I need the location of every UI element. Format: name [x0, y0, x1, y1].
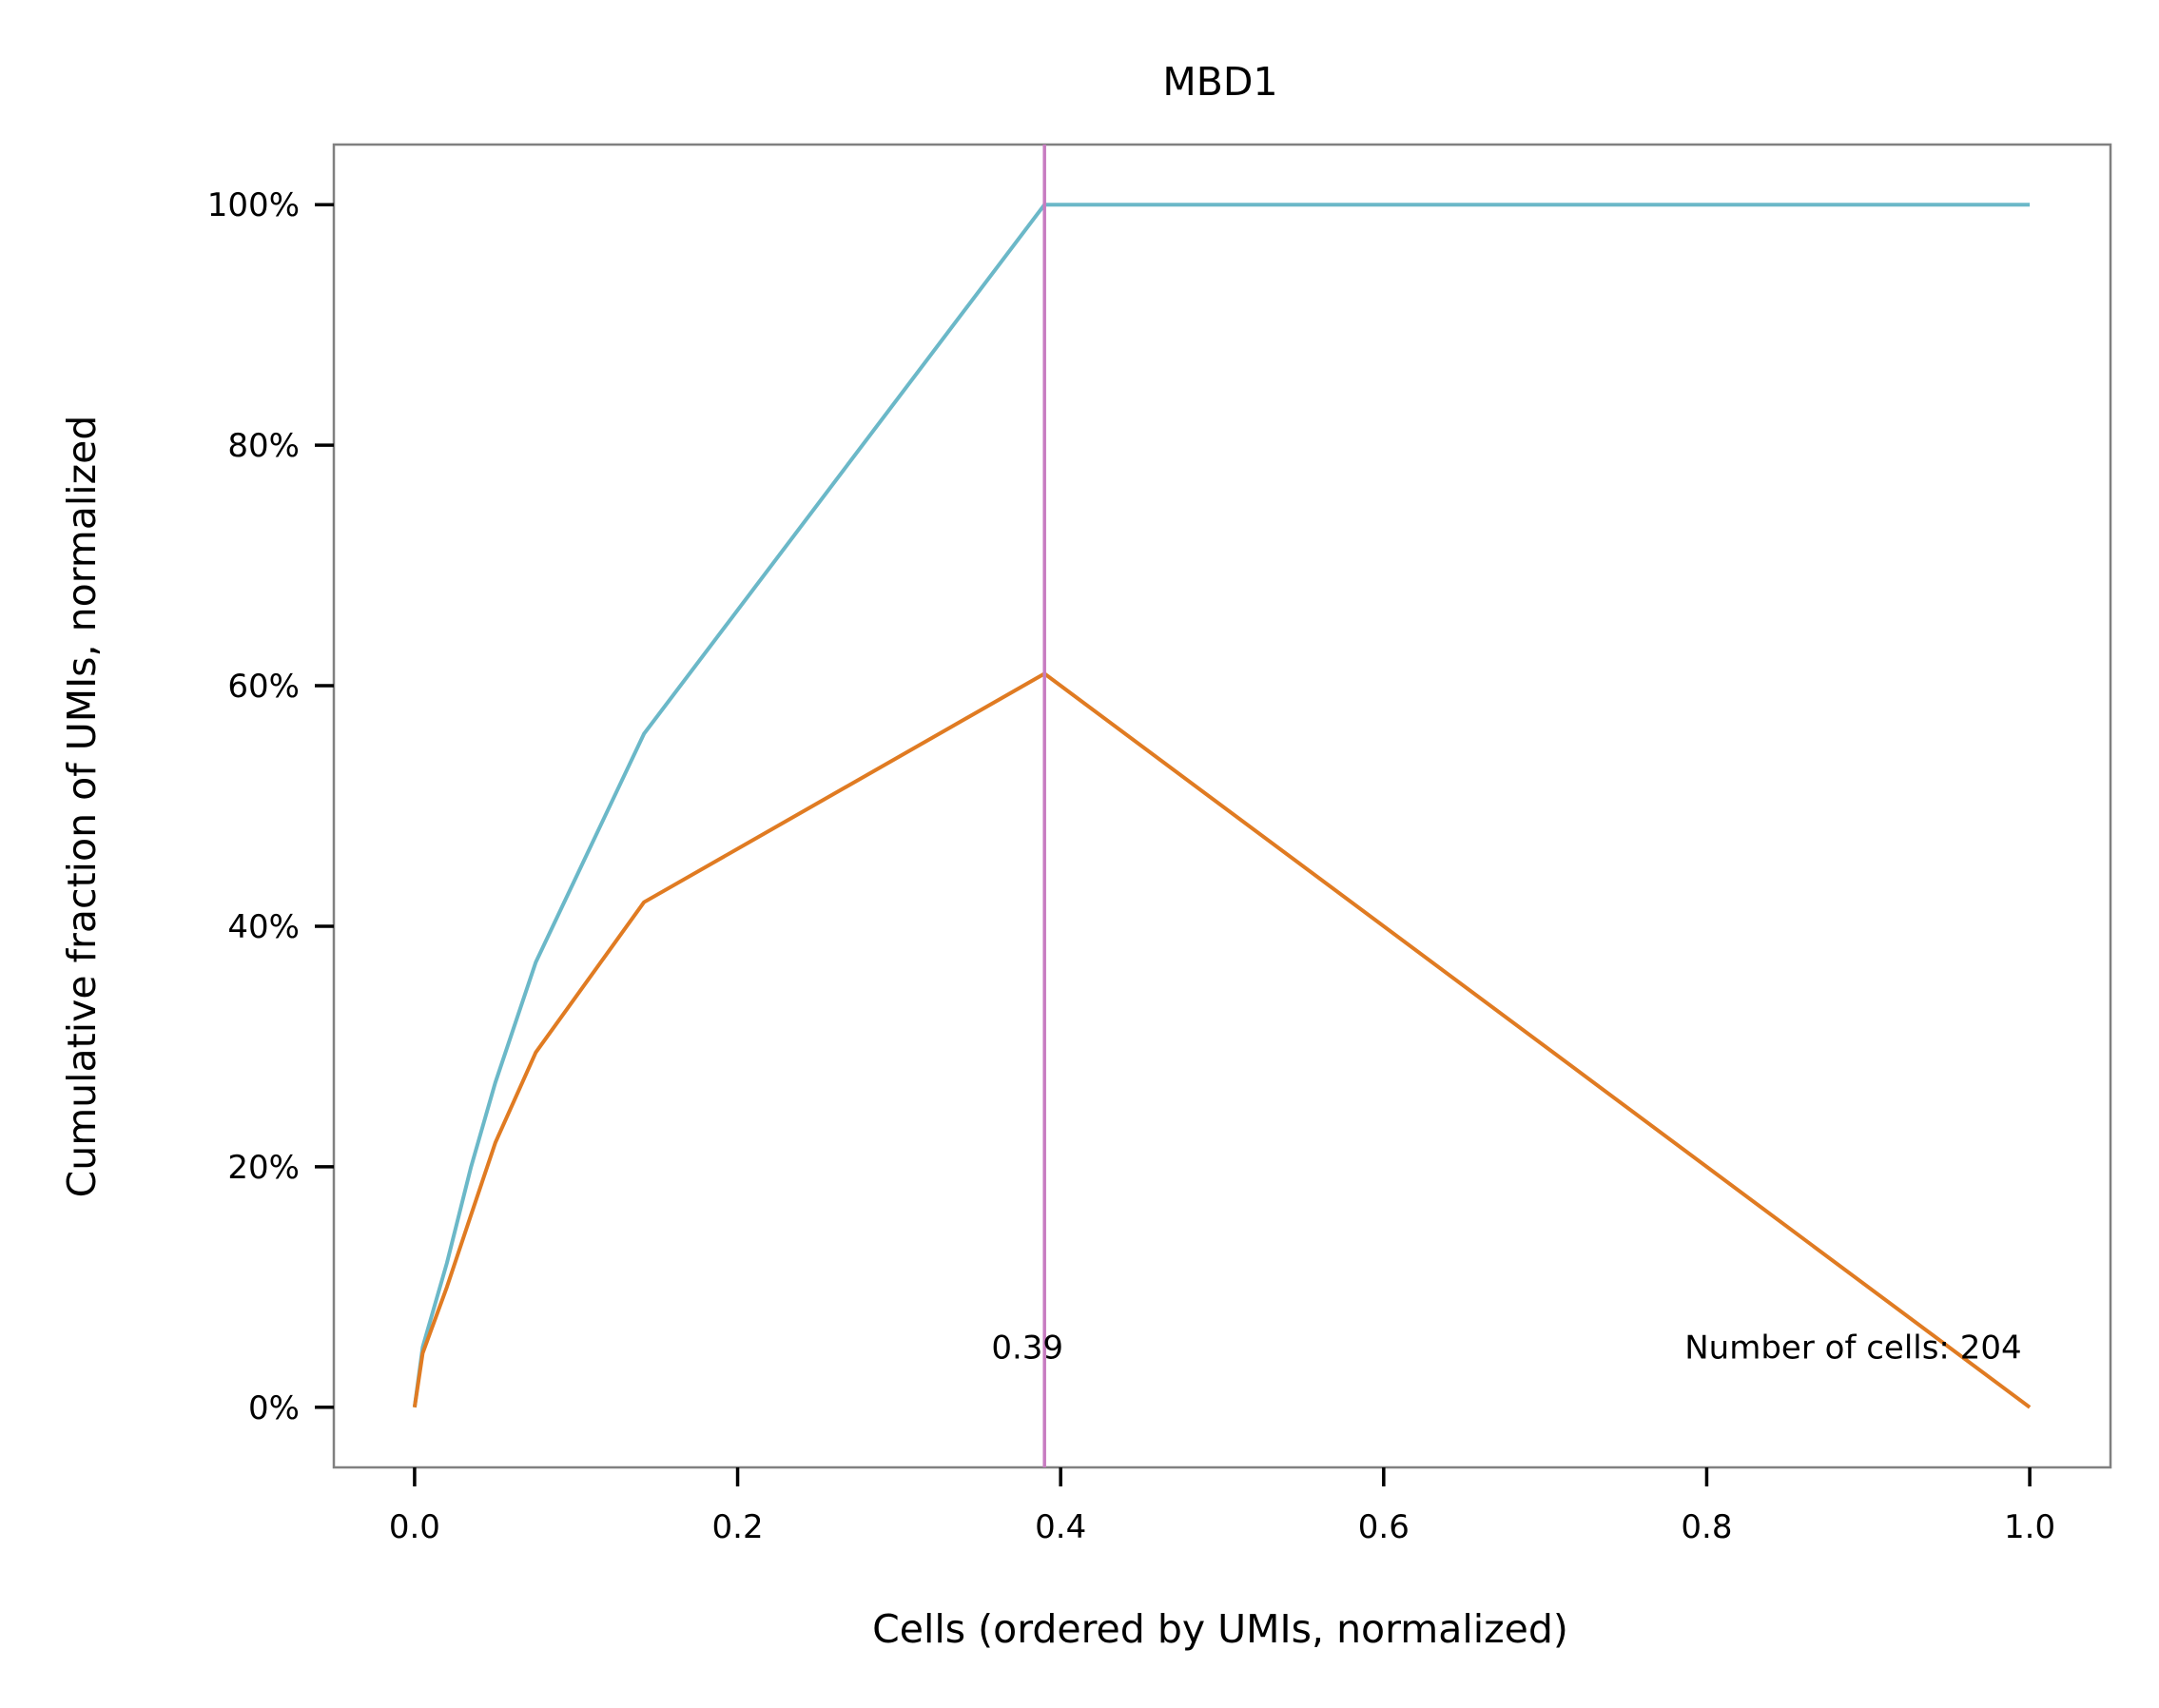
x-tick-label: 0.2	[712, 1508, 764, 1546]
plot-frame	[332, 143, 2112, 1469]
cell-count-label: Number of cells: 204	[1684, 1330, 2021, 1368]
y-tick-label: 0%	[248, 1389, 300, 1427]
series-layer	[412, 203, 2032, 1409]
x-tick-label: 0.4	[1035, 1508, 1086, 1546]
threshold-label: 0.39	[991, 1330, 1063, 1368]
y-tick-label: 40%	[227, 908, 300, 946]
y-axis: 0% 20% 40% 60% 80% 100%	[207, 186, 334, 1427]
x-axis: 0.0 0.2 0.4 0.6 0.8 1.0	[389, 1467, 2055, 1546]
y-tick-label: 20%	[227, 1149, 300, 1187]
y-tick-label: 60%	[227, 668, 300, 706]
y-axis-label: Cumulative fraction of UMIs, normalized	[59, 416, 105, 1198]
x-tick-label: 0.6	[1358, 1508, 1410, 1546]
chart-title: MBD1	[1162, 59, 1277, 105]
series-line-1	[412, 203, 2031, 1408]
y-tick-label: 80%	[227, 427, 300, 465]
plot-area: 0.39 Number of cells: 204	[332, 143, 2112, 1469]
x-tick-label: 0.8	[1681, 1508, 1732, 1546]
x-tick-label: 1.0	[2004, 1508, 2055, 1546]
series-line-2	[412, 671, 2032, 1409]
y-tick-label: 100%	[207, 186, 300, 224]
x-axis-label: Cells (ordered by UMIs, normalized)	[872, 1606, 1568, 1652]
x-tick-label: 0.0	[389, 1508, 440, 1546]
